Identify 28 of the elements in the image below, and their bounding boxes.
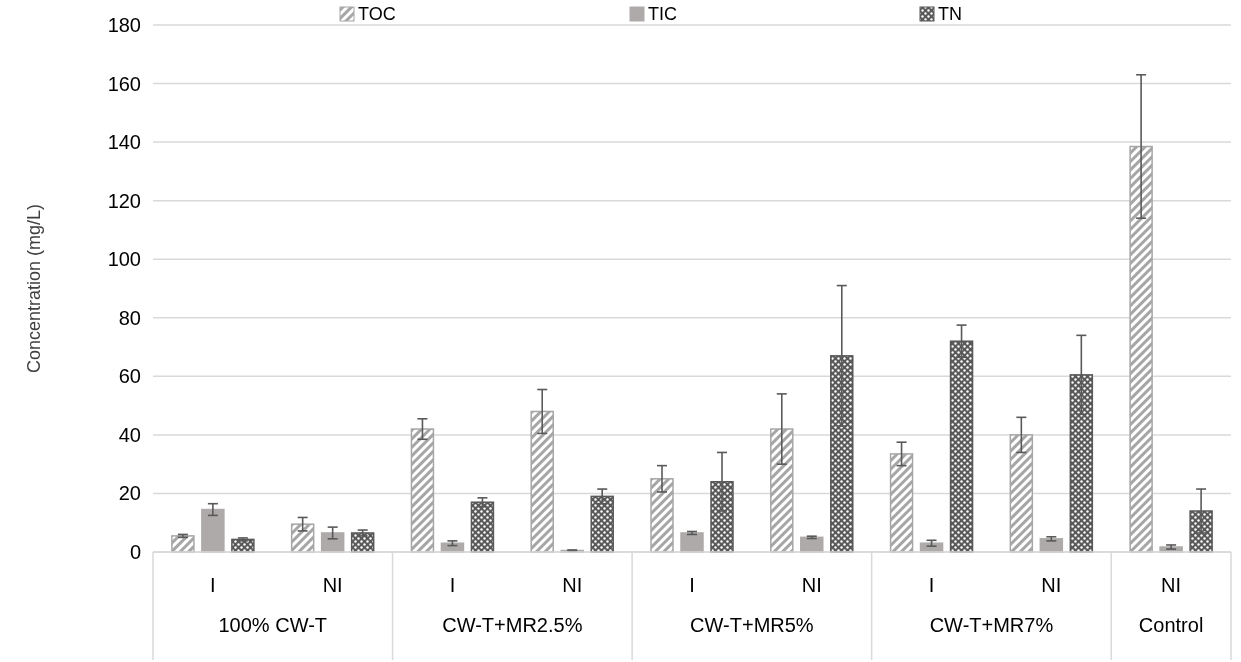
text: 100% CW-T bbox=[218, 614, 328, 636]
x-tick-label: NI bbox=[801, 574, 822, 596]
y-tick-label: 160 bbox=[107, 72, 141, 95]
x-tick-label: I bbox=[449, 574, 456, 596]
y-tick-label: 0 bbox=[129, 541, 141, 563]
y-tick-label: 180 bbox=[107, 14, 141, 36]
x-tick-label: NI bbox=[1161, 574, 1182, 596]
legend-label: TIC bbox=[648, 4, 677, 25]
text: Control bbox=[1138, 614, 1204, 636]
y-tick-label: 120 bbox=[107, 189, 141, 212]
y-tick-label: 60 bbox=[118, 365, 141, 388]
x-tick-label: I bbox=[689, 574, 695, 596]
y-tick-label: 20 bbox=[118, 482, 141, 505]
text: CW-T+MR5% bbox=[690, 614, 814, 636]
text: CW-T+MR2.5% bbox=[442, 614, 583, 636]
text: CW-T+MR7% bbox=[929, 614, 1054, 636]
y-axis-title: Concentration (mg/L) bbox=[24, 203, 44, 374]
x-tick-label: NI bbox=[562, 574, 583, 596]
x-tick-label: I bbox=[928, 574, 935, 596]
y-tick-label: 40 bbox=[118, 423, 141, 446]
y-tick-label: 140 bbox=[107, 131, 141, 154]
legend-label: TN bbox=[938, 4, 962, 25]
y-tick-label: 100 bbox=[107, 248, 141, 271]
y-tick-label: 80 bbox=[118, 306, 141, 329]
legend-label: TOC bbox=[358, 4, 396, 25]
x-tick-label: NI bbox=[1041, 574, 1062, 596]
x-tick-label: NI bbox=[322, 574, 343, 596]
x-tick-label: I bbox=[210, 574, 216, 596]
